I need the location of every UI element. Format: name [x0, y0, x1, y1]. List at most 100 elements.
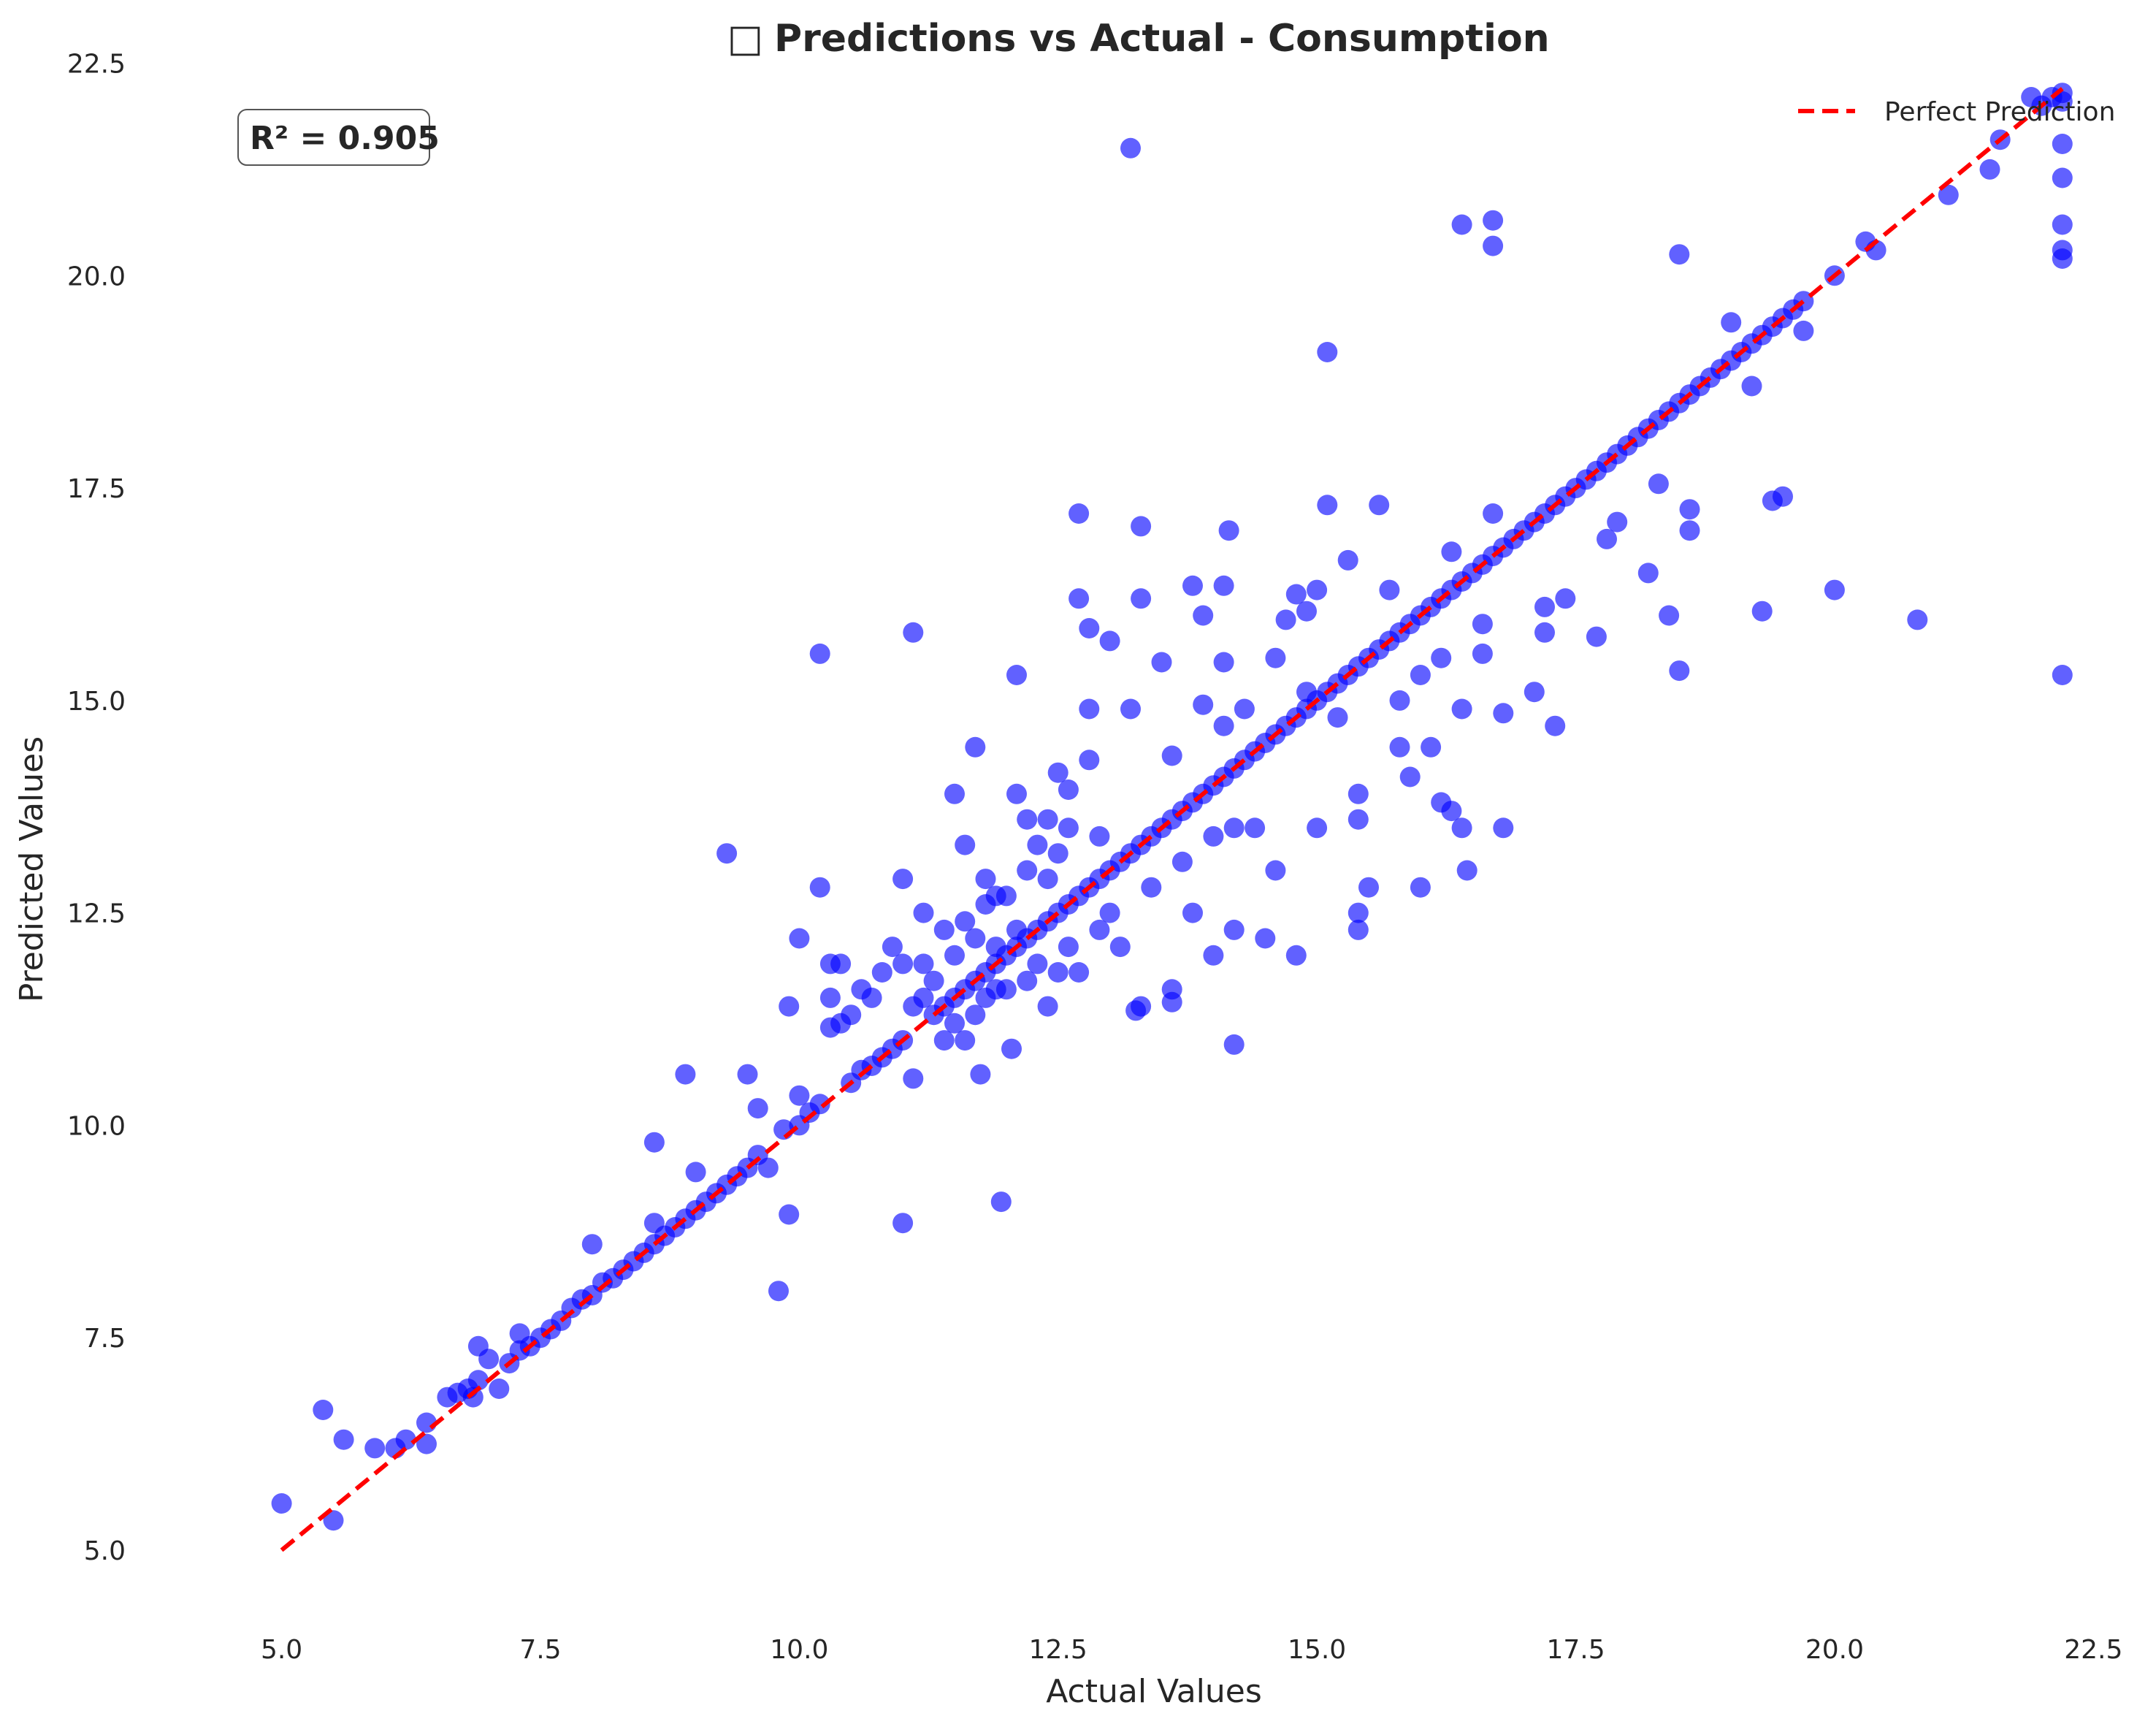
data-point [1171, 851, 1193, 872]
data-point [1058, 937, 1079, 958]
data-point [1534, 622, 1555, 643]
r-squared-box [237, 109, 430, 166]
data-point [1131, 996, 1152, 1017]
data-point [1006, 783, 1027, 804]
data-point [1441, 541, 1462, 563]
scatter-points [271, 83, 2073, 1531]
data-point [1483, 235, 1504, 256]
data-point [1141, 877, 1162, 898]
data-point [1131, 588, 1152, 609]
data-point [1348, 902, 1369, 923]
data-point [1586, 626, 1607, 647]
data-point [1265, 860, 1286, 881]
data-point [1451, 214, 1472, 235]
data-point [2052, 248, 2073, 269]
data-point [809, 643, 830, 664]
data-point [789, 1085, 810, 1106]
data-point [581, 1234, 603, 1255]
data-point [1483, 503, 1504, 524]
data-point [1938, 184, 1959, 205]
data-point [1161, 745, 1182, 766]
data-point [970, 1064, 991, 1085]
title-icon: □ [727, 17, 763, 61]
data-point [1058, 817, 1079, 839]
data-point [892, 953, 914, 975]
data-point [990, 1191, 1012, 1213]
data-point [1151, 652, 1172, 673]
data-point [1456, 860, 1478, 881]
data-point [467, 1370, 489, 1391]
data-point [1161, 991, 1182, 1013]
data-point [1679, 499, 1700, 520]
data-point [944, 783, 965, 804]
data-point [2052, 167, 2073, 188]
y-tick-label: 5.0 [84, 1536, 126, 1566]
data-point [685, 1162, 706, 1183]
data-point [1493, 703, 1514, 724]
data-point [1213, 715, 1234, 736]
data-point [1410, 877, 1431, 898]
data-point [716, 843, 738, 864]
data-point [1648, 473, 1669, 495]
data-point [789, 928, 810, 949]
data-point [1089, 825, 1110, 847]
data-point [1348, 783, 1369, 804]
data-point [1555, 588, 1576, 609]
x-tick-label: 5.0 [261, 1635, 302, 1665]
data-point [1001, 1038, 1022, 1059]
data-point [1472, 643, 1493, 664]
data-point [737, 1064, 758, 1085]
data-point [1223, 817, 1245, 839]
data-point [1265, 647, 1286, 668]
data-point [965, 736, 986, 758]
data-point [1597, 528, 1617, 549]
legend-label-perfect-prediction: Perfect Prediction [1884, 97, 2115, 127]
data-point [913, 902, 934, 923]
data-point [395, 1429, 416, 1450]
data-point [1285, 584, 1307, 605]
data-point [819, 987, 841, 1008]
data-point [955, 834, 976, 855]
data-point [1317, 495, 1338, 516]
y-tick-label: 17.5 [67, 474, 126, 504]
data-point [462, 1387, 483, 1408]
data-point [1421, 736, 1442, 758]
data-point [1410, 665, 1431, 685]
data-point [1907, 609, 1928, 630]
data-point [1824, 579, 1845, 600]
x-tick-label: 17.5 [1546, 1635, 1605, 1665]
data-point [995, 979, 1017, 1000]
data-point [1245, 817, 1266, 839]
data-point [1047, 762, 1069, 783]
y-tick-label: 15.0 [67, 687, 126, 717]
legend: Perfect Prediction [1798, 97, 2115, 127]
data-point [933, 919, 955, 940]
data-point [809, 1094, 830, 1115]
data-point [1109, 937, 1131, 958]
data-point [1255, 928, 1276, 949]
data-point [489, 1378, 510, 1399]
data-point [955, 911, 976, 932]
data-point [1389, 736, 1410, 758]
data-point [1069, 962, 1090, 983]
data-point [1493, 817, 1514, 839]
data-point [944, 1013, 965, 1034]
data-point [1545, 715, 1566, 736]
data-point [1193, 605, 1214, 626]
data-point [1058, 779, 1079, 800]
data-point [779, 1204, 800, 1225]
data-point [1399, 766, 1421, 788]
data-point [1047, 843, 1069, 864]
data-point [1131, 516, 1152, 537]
data-point [2052, 665, 2073, 685]
chart-title-group: □ Predictions vs Actual - Consumption [727, 17, 1550, 61]
x-tick-label: 20.0 [1805, 1635, 1864, 1665]
data-point [1037, 809, 1058, 830]
data-point [995, 885, 1017, 907]
y-tick-label: 7.5 [84, 1324, 126, 1354]
data-point [1069, 588, 1090, 609]
data-point [478, 1349, 500, 1370]
data-point [364, 1438, 386, 1459]
data-point [965, 928, 986, 949]
data-point [913, 987, 934, 1008]
